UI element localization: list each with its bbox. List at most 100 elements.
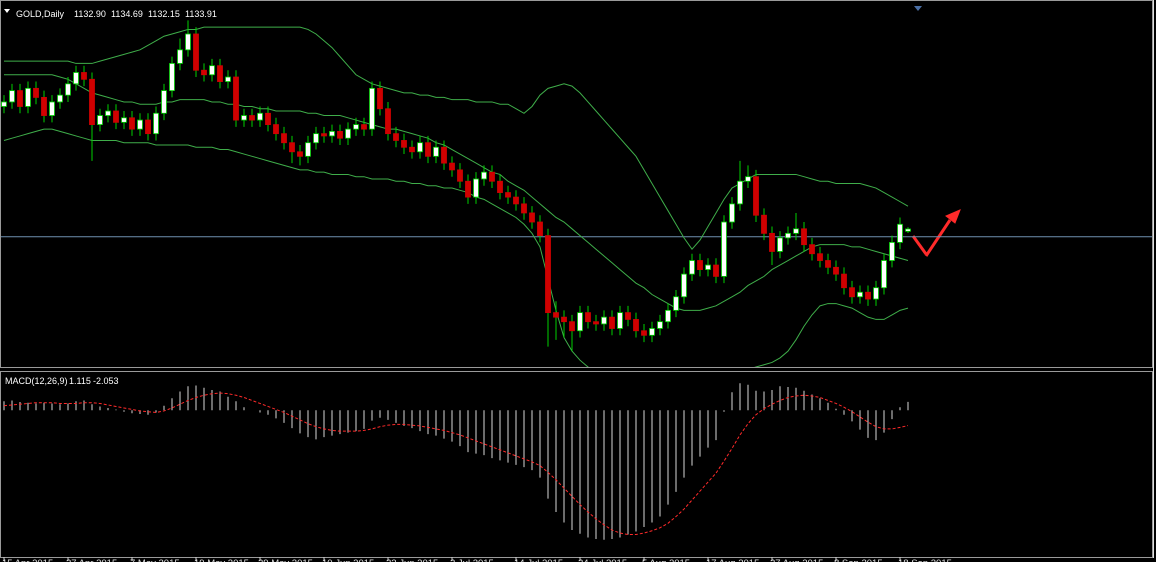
candle-body-up [889,242,895,261]
candle-body-down [41,97,47,116]
candle-body-down [273,124,279,135]
candle-body-up [1,101,7,107]
candle-body-up [25,87,31,107]
candle-body-down [833,266,839,275]
candle-body-down [401,140,407,148]
candle-body-down [361,124,367,130]
candle-body-up [369,87,375,130]
candle-body-up [225,76,231,82]
x-tick-label: 2 Jul 2015 [450,558,494,562]
candle-body-up [673,296,679,311]
x-tick-label: 15 Apr 2015 [2,558,53,562]
candle-body-down [529,212,535,223]
x-tick-label: 22 Jun 2015 [386,558,438,562]
x-tick-label: 19 May 2015 [194,558,249,562]
x-tick-label: 17 Aug 2015 [706,558,759,562]
candle-body-up [49,101,55,116]
candle-body-up [657,321,663,329]
candle-body-down [505,192,511,198]
candle-body-up [185,33,191,51]
candle-body-up [481,171,487,180]
candle-body-down [193,33,199,71]
candle-body-up [649,328,655,336]
macd-value: 1.115 [69,376,91,386]
candle-body-down [289,142,295,153]
candle-body-down [769,232,775,252]
macd-signal-line [3,392,909,536]
candle-body-up [417,142,423,153]
candle-body-down [201,69,207,76]
candle-body-up [345,128,351,139]
candle-body-up [353,124,359,130]
candle-body-up [73,72,79,85]
candle-body-down [561,316,567,323]
candle-body-down [633,319,639,332]
bollinger-upper-band [4,26,909,251]
x-tick-label: 7 May 2015 [130,558,180,562]
candle-body-up [577,312,583,332]
bollinger-lower-band [3,128,909,367]
candle-body-up [905,228,911,232]
candle-body-down [249,115,255,121]
candle-body-up [177,49,183,64]
shift-marker[interactable] [914,6,922,11]
candle-body-up [433,146,439,157]
candle-body-up [97,115,103,125]
candle-body-up [665,309,671,323]
candle-body-down [17,90,23,107]
x-tick-label: 29 May 2015 [258,558,313,562]
candle-body-up [305,142,311,157]
candle-body-up [617,312,623,329]
x-tick-label: 18 Sep 2015 [898,558,952,562]
candle-body-up [137,119,143,130]
candle-body-up [153,112,159,135]
candle-body-up [105,110,111,116]
candle-body-up [745,176,751,182]
candle-body-down [425,142,431,157]
candle-body-down [593,321,599,325]
x-tick-label: 10 Jun 2015 [322,558,374,562]
candle-body-down [145,119,151,135]
candle-body-down [321,133,327,137]
candle-body-up [881,260,887,289]
candle-body-down [545,235,551,314]
candle-body-down [865,291,871,300]
candle-body-up [689,260,695,275]
candle-body-down [217,65,223,82]
candle-body-down [409,146,415,153]
menu-triangle[interactable] [4,9,10,13]
candle-body-down [849,287,855,298]
candle-body-up [897,223,903,243]
candle-body-down [513,196,519,205]
candle-body-down [441,146,447,164]
candle-body-up [873,287,879,300]
x-tick-label: 5 Aug 2015 [642,558,690,562]
candle-body-up [57,94,63,103]
x-tick-label: 14 Jul 2015 [514,558,563,562]
price-plot [1,20,1152,367]
macd-signal-value: -2.053 [93,376,119,386]
candle-body-down [33,87,39,98]
x-tick-label: 24 Jul 2015 [578,558,627,562]
candle-body-down [489,171,495,182]
candle-body-down [641,330,647,336]
candle-body-up [329,130,335,137]
candle-body-up [121,117,127,123]
candle-body-down [521,203,527,214]
candle-body-up [681,273,687,298]
x-tick-label: 27 Aug 2015 [770,558,823,562]
candle-body-down [841,273,847,289]
candle-body-down [457,169,463,182]
candle-body-down [265,112,271,125]
quote-open: 1132.90 [74,9,106,19]
candle-body-down [281,133,287,144]
candle-body-down [609,316,615,329]
x-tick-label: 8 Sep 2015 [834,558,883,562]
quote-high: 1134.69 [111,9,143,19]
candle-body-up [601,316,607,325]
candle-body-down [809,244,815,255]
quote-close: 1133.91 [185,9,217,19]
